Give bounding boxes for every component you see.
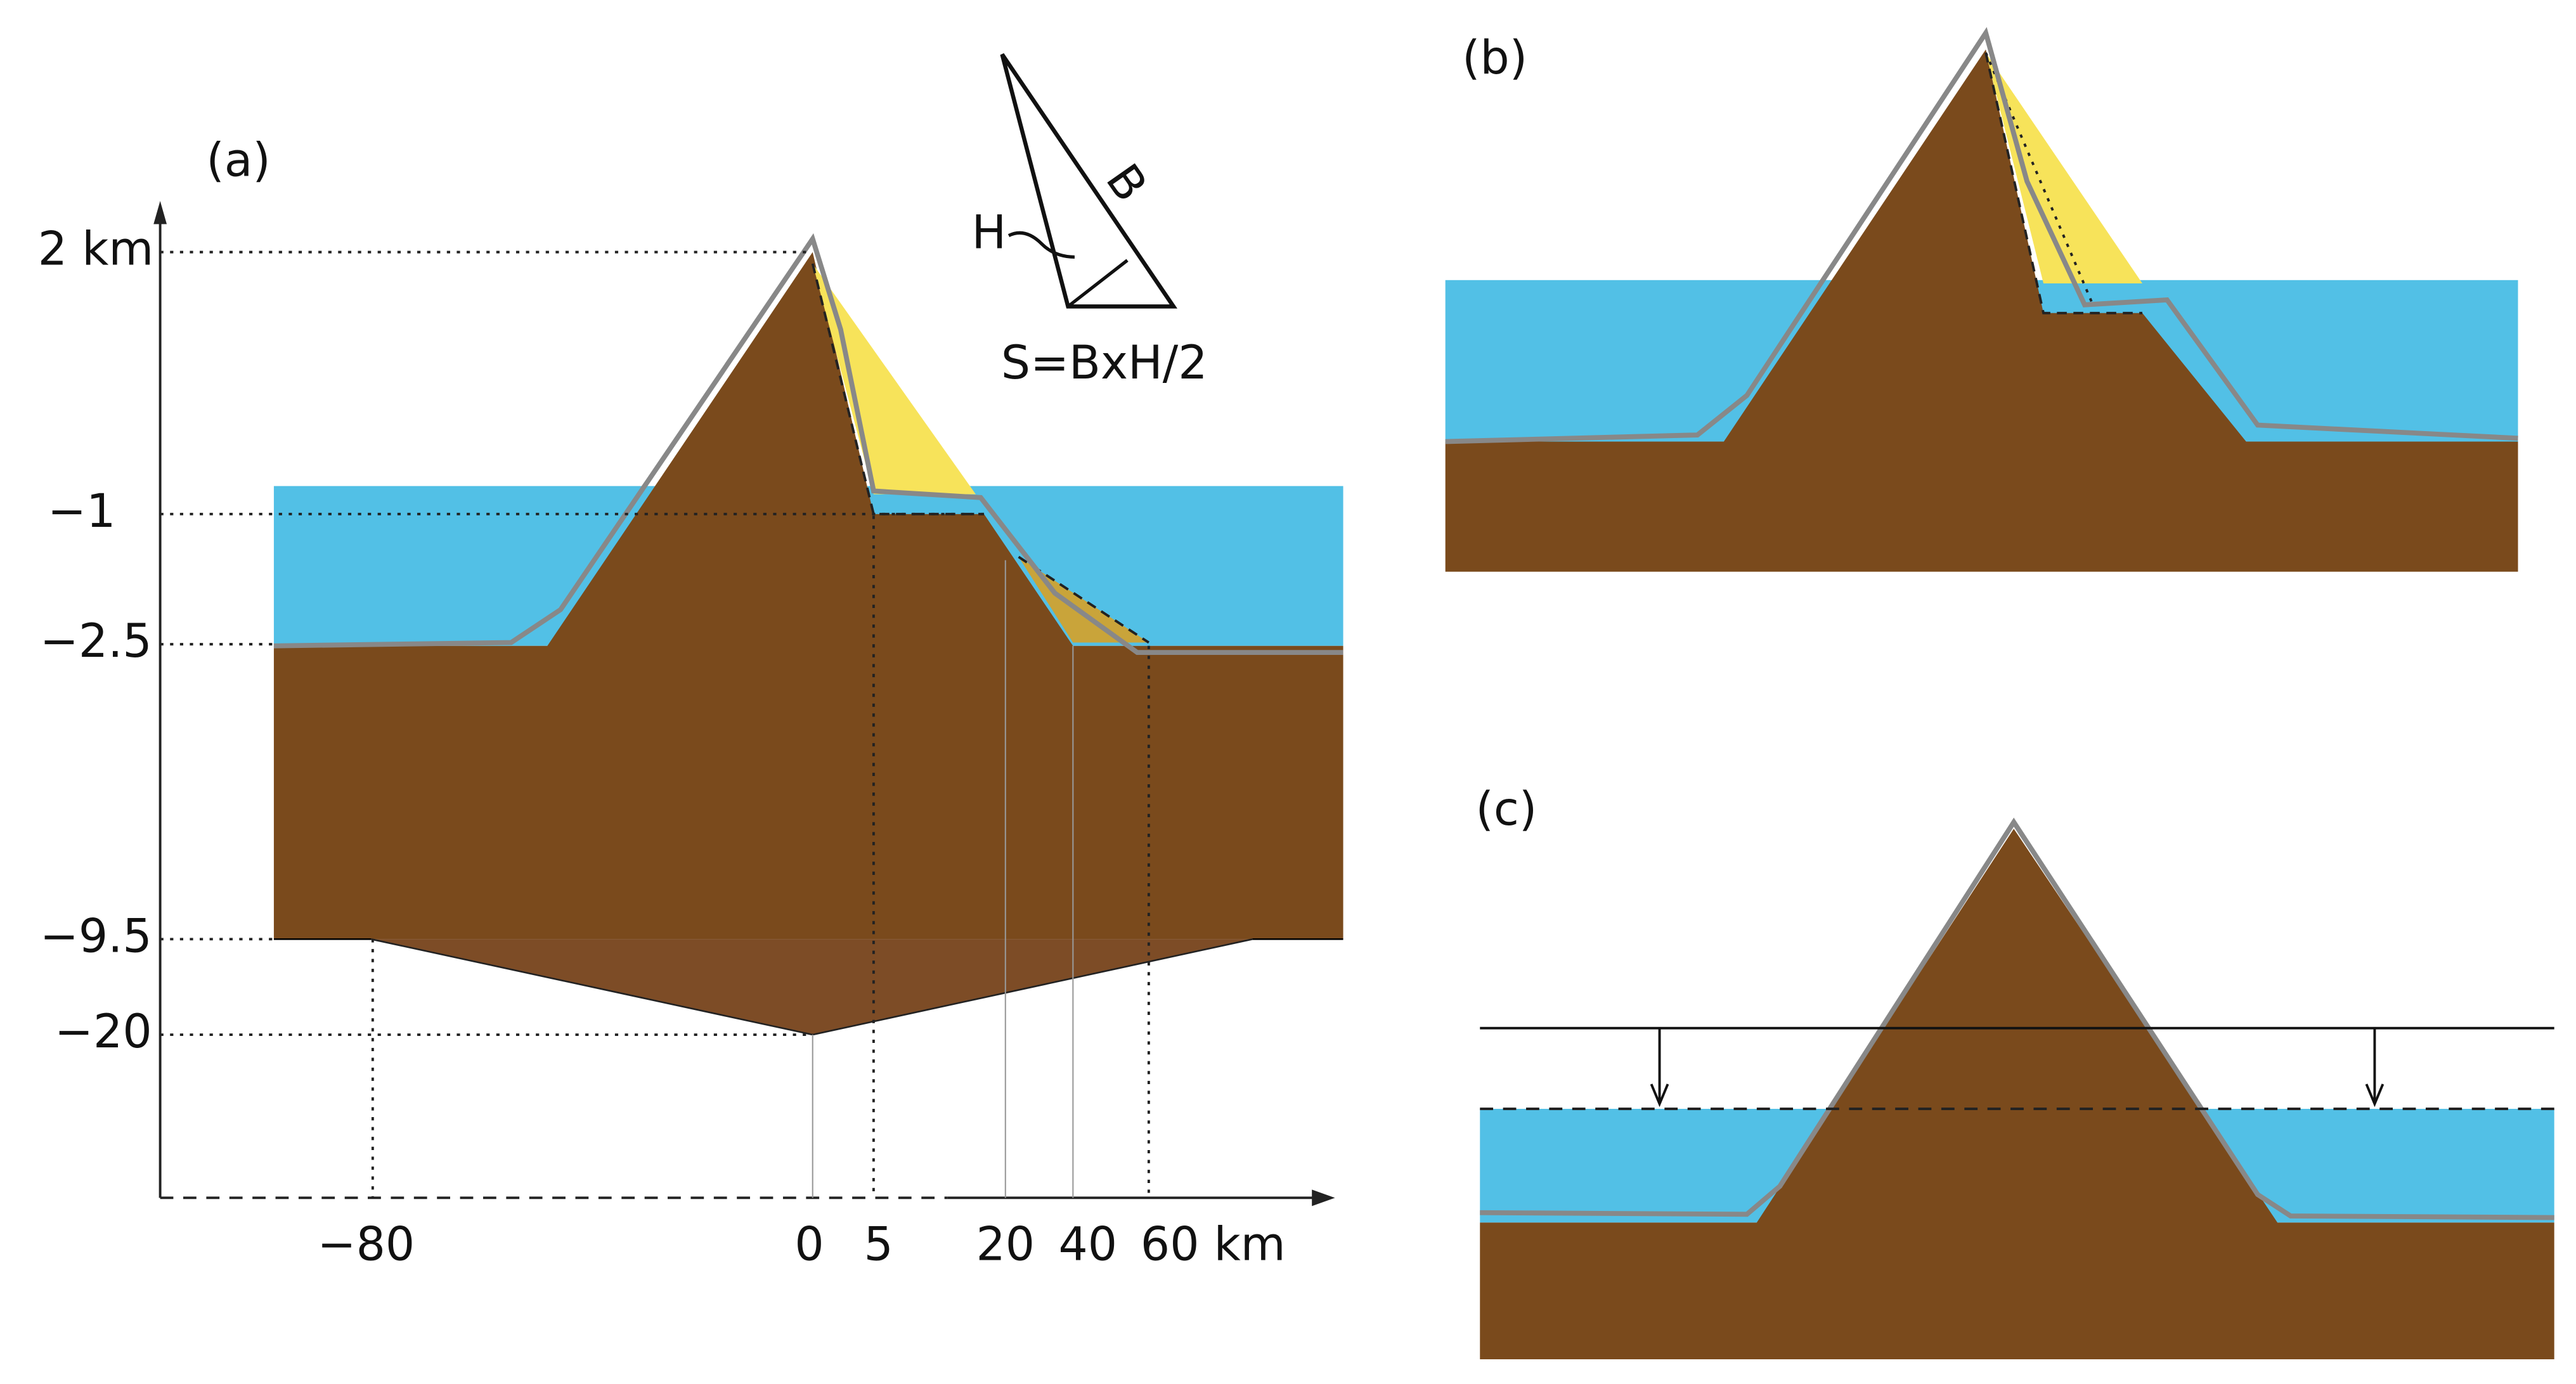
crust (1480, 829, 2554, 1360)
inset-label: H (971, 206, 1006, 260)
panel-a: (a) 2 km −1 −2.5 −9.5 −20 −80 0 5 20 40 … (38, 53, 1343, 1271)
crust (1445, 49, 2518, 572)
panel-label: (b) (1462, 31, 1527, 85)
profile (273, 233, 1343, 656)
inset-formula: S=BxH/2 (1001, 336, 1208, 390)
panel-label: (a) (206, 133, 270, 187)
x-label: −80 (318, 1217, 415, 1271)
profile (1480, 817, 2554, 1220)
profile (1445, 27, 2518, 444)
inset-triangle (1000, 53, 1178, 309)
crust (273, 252, 1343, 940)
y-label: −1 (48, 484, 115, 538)
root (273, 939, 1343, 1035)
y-label: 2 km (38, 223, 153, 276)
x-label: 40 (1058, 1217, 1117, 1271)
x-label: 0 (794, 1217, 824, 1271)
y-label: −20 (55, 1005, 152, 1059)
panel-b: (b) (1445, 27, 2518, 572)
landslide (1986, 53, 2142, 283)
x-label: 5 (864, 1217, 893, 1271)
y-label: −2.5 (40, 614, 152, 668)
x-label: 20 (976, 1217, 1035, 1271)
x-label: 60 km (1141, 1217, 1286, 1271)
landslide (812, 263, 976, 495)
panel-label: (c) (1475, 782, 1537, 836)
panel-c: (c) (1475, 782, 2554, 1360)
y-label: −9.5 (40, 909, 152, 963)
